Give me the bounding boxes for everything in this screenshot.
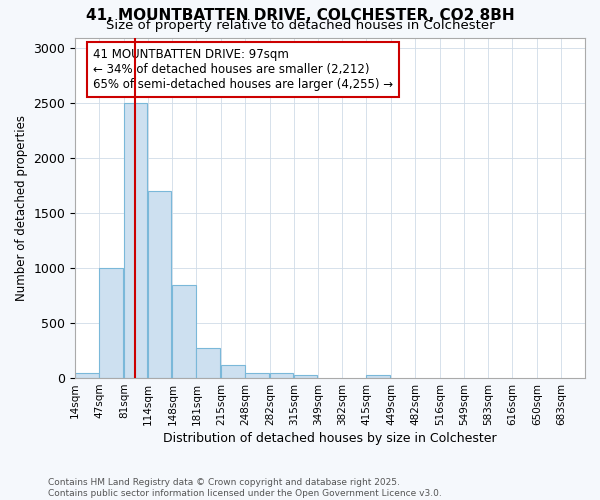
Bar — [172, 284, 196, 378]
Text: Contains HM Land Registry data © Crown copyright and database right 2025.
Contai: Contains HM Land Registry data © Crown c… — [48, 478, 442, 498]
Bar — [99, 268, 123, 378]
Bar — [75, 372, 99, 378]
Bar — [367, 376, 390, 378]
Bar — [294, 376, 317, 378]
Bar — [221, 365, 245, 378]
Text: 41, MOUNTBATTEN DRIVE, COLCHESTER, CO2 8BH: 41, MOUNTBATTEN DRIVE, COLCHESTER, CO2 8… — [86, 8, 514, 22]
Bar — [124, 104, 148, 378]
Bar — [196, 348, 220, 378]
Text: Size of property relative to detached houses in Colchester: Size of property relative to detached ho… — [106, 18, 494, 32]
Y-axis label: Number of detached properties: Number of detached properties — [15, 115, 28, 301]
Bar — [270, 372, 293, 378]
Bar — [245, 372, 269, 378]
Text: 41 MOUNTBATTEN DRIVE: 97sqm
← 34% of detached houses are smaller (2,212)
65% of : 41 MOUNTBATTEN DRIVE: 97sqm ← 34% of det… — [93, 48, 393, 90]
X-axis label: Distribution of detached houses by size in Colchester: Distribution of detached houses by size … — [163, 432, 497, 445]
Bar — [148, 192, 172, 378]
